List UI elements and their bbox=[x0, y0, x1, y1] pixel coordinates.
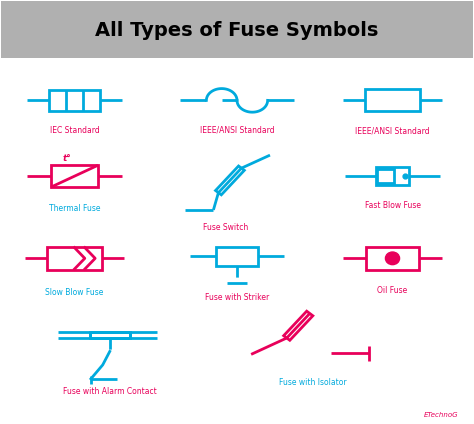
Circle shape bbox=[385, 252, 400, 265]
Bar bbox=[375, 167, 410, 185]
Bar bbox=[90, 332, 130, 338]
Bar bbox=[377, 170, 394, 183]
Text: IEEE/ANSI Standard: IEEE/ANSI Standard bbox=[355, 126, 430, 136]
Text: Slow Blow Fuse: Slow Blow Fuse bbox=[45, 288, 104, 297]
Text: Fuse Switch: Fuse Switch bbox=[202, 223, 248, 232]
Text: Fast Blow Fuse: Fast Blow Fuse bbox=[365, 201, 420, 209]
Bar bbox=[48, 90, 100, 111]
Text: t°: t° bbox=[63, 154, 72, 163]
Bar bbox=[366, 247, 419, 270]
Bar bbox=[1, 1, 473, 58]
Text: IEC Standard: IEC Standard bbox=[50, 126, 100, 135]
Text: Oil Fuse: Oil Fuse bbox=[377, 286, 408, 295]
Bar bbox=[51, 165, 98, 187]
Text: Thermal Fuse: Thermal Fuse bbox=[49, 204, 100, 212]
Bar bbox=[216, 247, 258, 266]
Text: IEEE/ANSI Standard: IEEE/ANSI Standard bbox=[200, 126, 274, 135]
Text: Fuse with Striker: Fuse with Striker bbox=[205, 293, 269, 302]
Bar bbox=[47, 247, 101, 270]
Text: ETechnoG: ETechnoG bbox=[424, 413, 458, 418]
Bar bbox=[365, 89, 419, 112]
Text: Fuse with Alarm Contact: Fuse with Alarm Contact bbox=[63, 387, 156, 396]
Text: All Types of Fuse Symbols: All Types of Fuse Symbols bbox=[95, 21, 379, 40]
Text: Fuse with Isolator: Fuse with Isolator bbox=[279, 378, 346, 388]
